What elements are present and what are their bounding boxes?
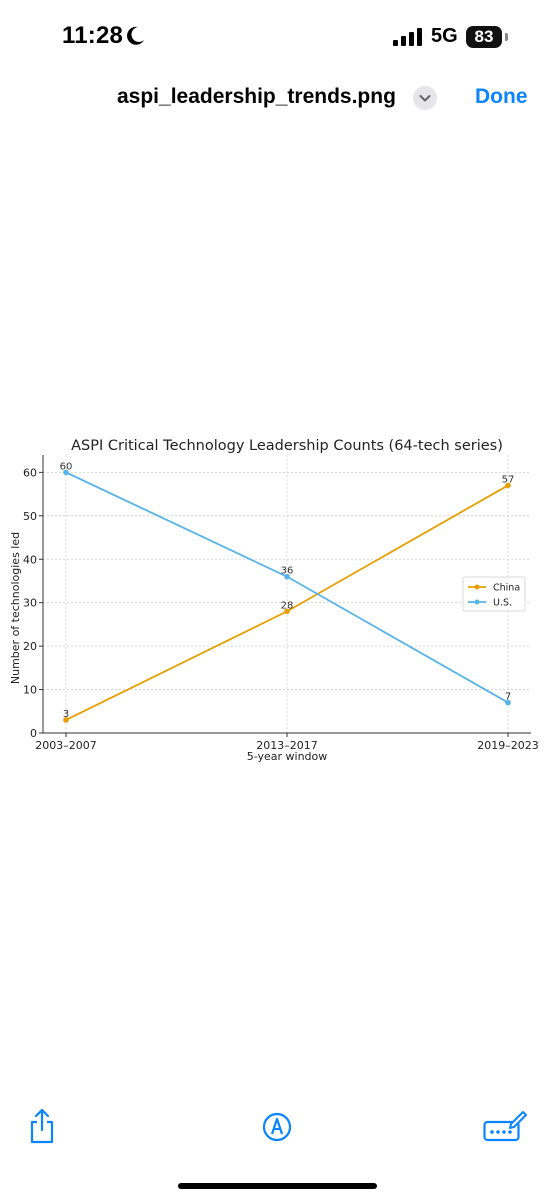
- y-tick-label: 0: [30, 727, 37, 740]
- moon-icon: [127, 26, 144, 45]
- legend-marker-china: [474, 584, 480, 590]
- legend-label-us: U.S.: [493, 598, 512, 609]
- chart-series: 3 28 57 60 36 7: [60, 461, 515, 723]
- chart-grid: [43, 455, 531, 733]
- x-tick-label: 2003–2007: [35, 739, 97, 752]
- network-type: 5G: [431, 25, 458, 47]
- data-point-china: [505, 482, 511, 489]
- y-tick-label: 40: [23, 553, 37, 566]
- y-tick-label: 50: [23, 510, 37, 523]
- data-label-us: 7: [505, 692, 511, 703]
- y-axis-label: Number of technologies led: [9, 532, 22, 684]
- x-axis-label: 5-year window: [247, 750, 328, 763]
- share-icon[interactable]: [28, 1108, 56, 1144]
- chart-title: ASPI Critical Technology Leadership Coun…: [71, 438, 503, 454]
- legend-label-china: China: [493, 583, 520, 594]
- data-point-us: [63, 469, 69, 476]
- chevron-down-icon: [419, 95, 431, 102]
- y-tick-label: 10: [23, 684, 37, 697]
- chart-legend: China U.S.: [462, 576, 526, 612]
- data-point-us: [284, 573, 290, 580]
- y-tick-label: 60: [23, 466, 37, 479]
- status-time: 11:28: [62, 22, 124, 49]
- y-tick-label: 30: [23, 597, 37, 610]
- signal-icon: [393, 28, 422, 46]
- battery-tip: [505, 33, 508, 41]
- legend-marker-us: [474, 599, 480, 605]
- home-indicator: [178, 1183, 377, 1189]
- file-title[interactable]: aspi_leadership_trends.png: [117, 85, 396, 108]
- data-label-china: 57: [502, 474, 515, 485]
- nav-bar: aspi_leadership_trends.png Done: [0, 75, 554, 121]
- battery-level: 83: [466, 26, 502, 48]
- markup-icon[interactable]: [262, 1112, 292, 1142]
- data-point-us: [505, 699, 511, 706]
- line-chart: ASPI Critical Technology Leadership Coun…: [9, 438, 539, 763]
- chart-axes: 0 10 20 30 40 50 60 2003–2007 2013–2017 2019–2023: [23, 455, 539, 752]
- battery-icon: 83: [466, 26, 512, 48]
- x-tick-label: 2013–2017: [256, 739, 318, 752]
- y-tick-label: 20: [23, 640, 37, 653]
- data-point-china: [63, 717, 69, 723]
- bottom-toolbar: [0, 1100, 554, 1160]
- data-label-china: 28: [281, 600, 294, 611]
- data-point-china: [284, 608, 290, 615]
- title-menu-button[interactable]: [413, 86, 437, 110]
- x-tick-label: 2019–2023: [477, 739, 539, 752]
- data-label-us: 36: [281, 566, 294, 577]
- status-bar: 11:28 5G 83: [0, 0, 554, 70]
- keyboard-pen-icon[interactable]: [483, 1110, 527, 1142]
- data-label-china: 3: [63, 709, 69, 720]
- done-button[interactable]: Done: [475, 85, 528, 108]
- data-label-us: 60: [60, 461, 73, 472]
